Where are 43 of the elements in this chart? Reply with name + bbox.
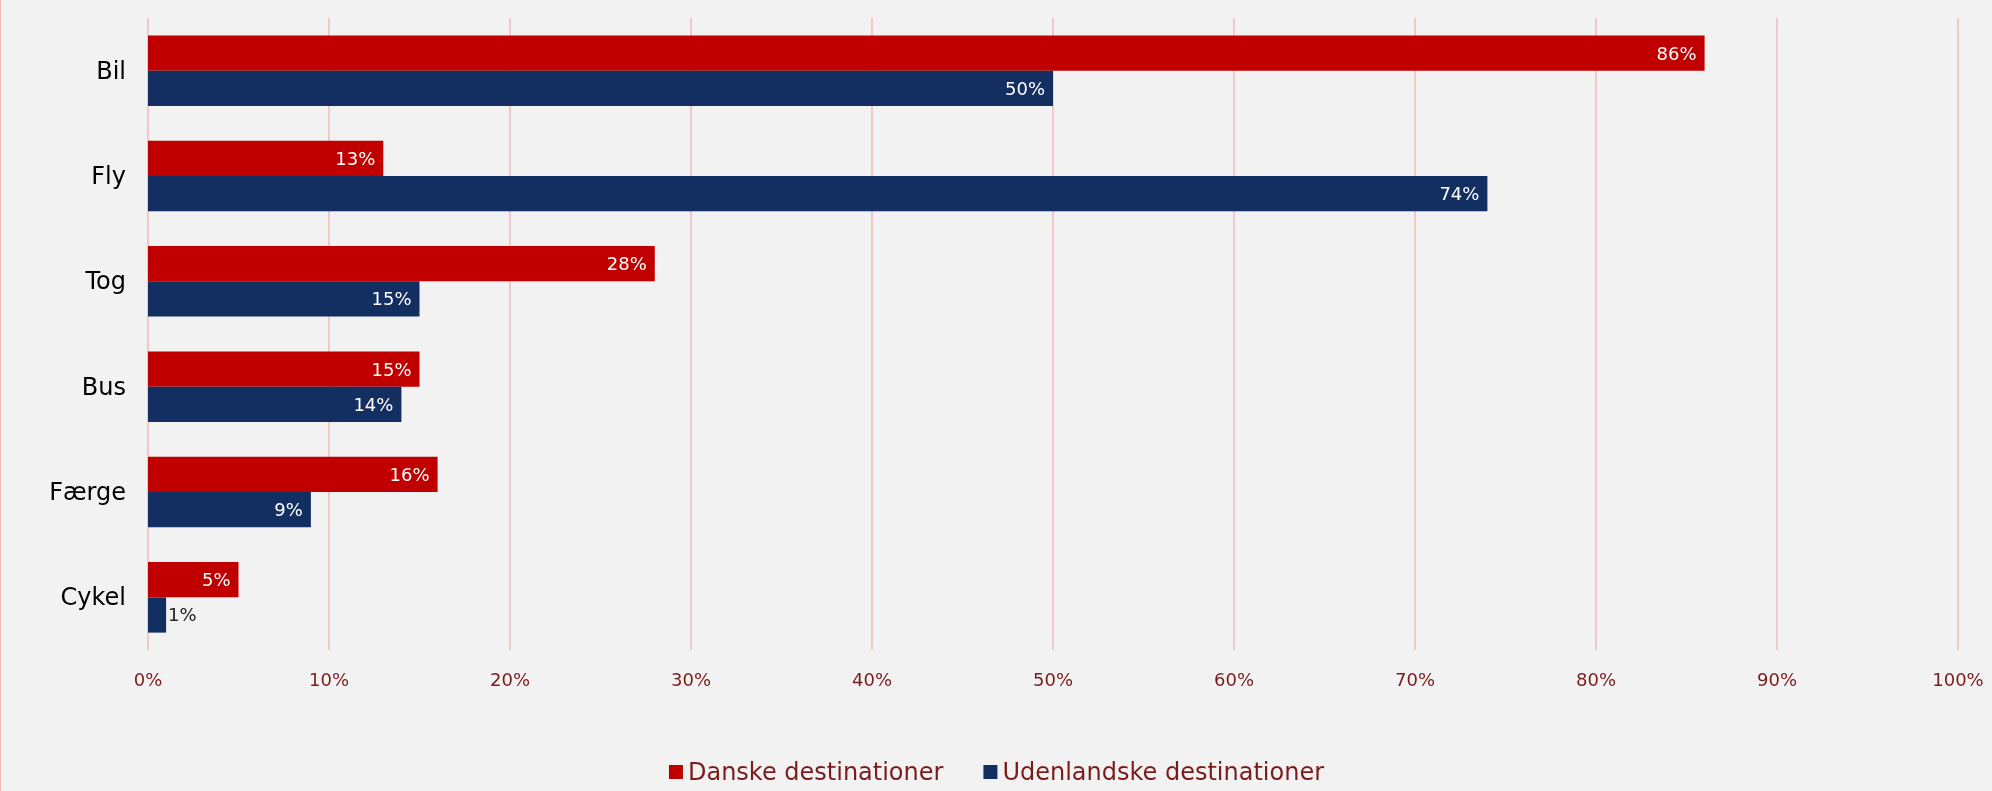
- y-tick-label: Cykel: [60, 583, 126, 612]
- bar: [148, 70, 1053, 106]
- bar: [148, 562, 239, 598]
- bar: [148, 597, 167, 633]
- bar: [148, 140, 384, 176]
- x-tick-label: 0%: [133, 668, 163, 690]
- x-tick-label: 100%: [1932, 668, 1984, 690]
- data-label: 16%: [389, 463, 430, 485]
- data-label: 50%: [1004, 77, 1045, 99]
- legend-label: Danske destinationer: [687, 758, 944, 786]
- bar: [148, 386, 402, 422]
- x-tick-label: 10%: [308, 668, 350, 690]
- data-label: 9%: [274, 499, 303, 521]
- x-tick-label: 90%: [1756, 668, 1798, 690]
- data-label: 1%: [168, 604, 197, 626]
- legend-label: Udenlandske destinationer: [1002, 758, 1325, 786]
- x-tick-label: 50%: [1032, 668, 1074, 690]
- data-label: 5%: [201, 569, 231, 591]
- x-tick-label: 60%: [1213, 668, 1255, 690]
- x-tick-label: 70%: [1394, 668, 1436, 690]
- bar: [148, 456, 438, 492]
- y-tick-label: Fly: [91, 162, 126, 190]
- bar: [148, 492, 311, 528]
- bar: [148, 351, 420, 387]
- bar: [148, 176, 1488, 212]
- x-tick-label: 30%: [670, 668, 712, 690]
- bar: [148, 246, 655, 282]
- data-label: 28%: [606, 253, 647, 275]
- data-label: 74%: [1439, 183, 1480, 205]
- y-tick-label: Bil: [96, 56, 126, 85]
- x-tick-label: 80%: [1575, 668, 1617, 690]
- data-label: 15%: [371, 358, 412, 380]
- y-tick-label: Tog: [84, 267, 126, 296]
- data-label: 86%: [1656, 42, 1697, 64]
- data-label: 14%: [353, 393, 394, 415]
- x-tick-label: 20%: [489, 668, 531, 690]
- bar: [148, 281, 420, 317]
- x-tick-label: 40%: [851, 668, 893, 690]
- y-tick-label: Færge: [49, 478, 126, 506]
- data-label: 15%: [371, 288, 412, 310]
- data-label: 13%: [335, 147, 376, 169]
- y-tick-label: Bus: [81, 372, 126, 401]
- bar: [148, 35, 1705, 71]
